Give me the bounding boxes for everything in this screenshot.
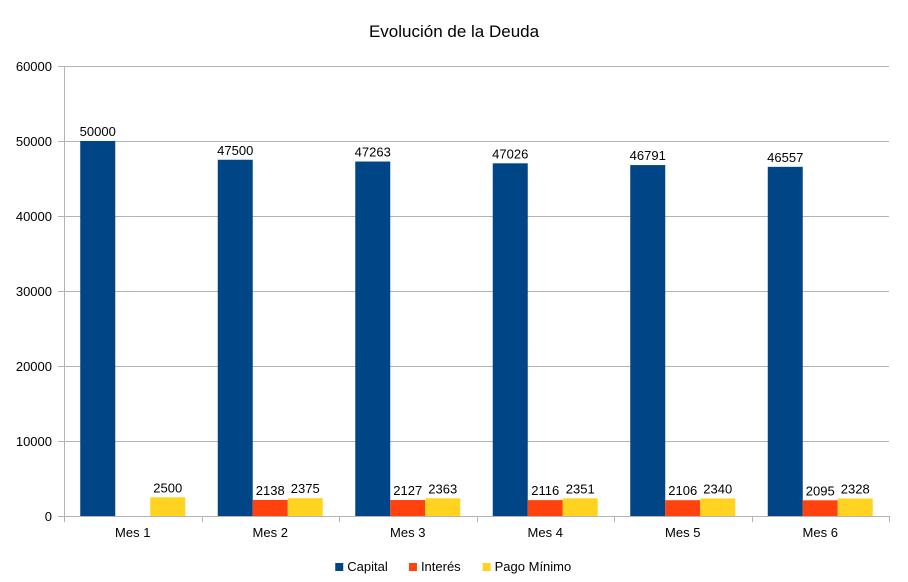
data-label: 2138 [256,483,285,498]
data-label: 2116 [531,483,559,498]
bars [80,141,873,516]
bar-capital [80,141,116,516]
bar-capital [630,165,666,516]
data-label: 2363 [428,481,457,496]
chart-title: Evolución de la Deuda [369,22,540,41]
data-label: 47026 [492,146,528,161]
bar-pago-m-nimo [700,498,736,516]
bar-inter-s [665,500,701,516]
x-tick-label: Mes 3 [390,525,425,540]
bar-capital [355,161,391,516]
x-tick-label: Mes 6 [803,525,838,540]
bar-pago-m-nimo [150,497,186,516]
bar-inter-s [390,500,426,516]
data-label: 2351 [566,481,595,496]
y-tick-label: 20000 [16,359,52,374]
data-label: 47263 [355,145,391,160]
data-label: 2127 [393,483,422,498]
data-label: 2106 [668,483,697,498]
bar-capital [217,159,253,516]
bar-pago-m-nimo [425,498,461,516]
legend-label: Capital [347,559,388,574]
x-axis-ticks: Mes 1 Mes 2 Mes 3 Mes 4 Mes 5 Mes 6 [64,516,890,540]
y-tick-label: 10000 [16,434,52,449]
data-label: 2328 [841,482,870,497]
bar-capital [492,163,528,516]
y-tick-label: 60000 [16,59,52,74]
data-label: 2500 [153,480,182,495]
legend-swatch [335,563,344,571]
legend-label: Interés [421,559,461,574]
bar-inter-s [527,500,563,516]
x-tick-label: Mes 2 [253,525,288,540]
x-tick-label: Mes 4 [528,525,563,540]
legend: Capital Interés Pago Mínimo [335,559,571,574]
bar-pago-m-nimo [562,498,598,516]
bar-capital [767,166,803,516]
data-labels: 50000 2500 47500 2138 2375 47263 2127 2363 47026… [80,124,870,498]
gridlines [58,66,889,517]
y-tick-label: 30000 [16,284,52,299]
legend-swatch [408,563,417,571]
data-label: 46557 [767,150,803,165]
y-tick-label: 0 [45,509,52,524]
data-label: 2340 [703,481,732,496]
bar-inter-s [252,499,288,516]
bar-pago-m-nimo [287,498,323,516]
data-label: 50000 [80,124,116,139]
bar-inter-s [802,500,838,516]
bar-pago-m-nimo [837,498,873,516]
data-label: 2095 [806,483,835,498]
y-tick-label: 50000 [16,134,52,149]
y-axis-ticks: 0 10000 20000 30000 40000 50000 60000 [16,59,52,524]
x-tick-label: Mes 1 [115,525,150,540]
legend-label: Pago Mínimo [495,559,572,574]
legend-swatch [482,563,491,571]
data-label: 46791 [630,148,666,163]
data-label: 47500 [217,143,253,158]
y-tick-label: 40000 [16,209,52,224]
x-tick-label: Mes 5 [665,525,700,540]
data-label: 2375 [291,481,320,496]
